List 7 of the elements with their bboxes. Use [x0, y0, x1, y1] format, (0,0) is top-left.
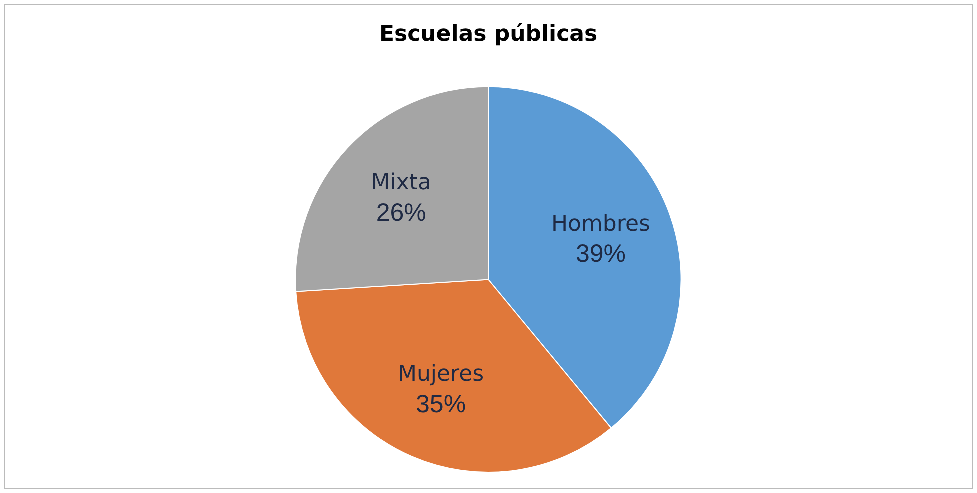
data-label: 35% — [416, 390, 466, 418]
data-label: 26% — [376, 198, 426, 227]
slice-label: Mixta — [371, 170, 432, 196]
data-label: 39% — [576, 240, 626, 268]
slice-label: Hombres — [551, 212, 650, 237]
slice-label: Mujeres — [398, 362, 484, 388]
chart-title: Escuelas públicas — [379, 22, 598, 47]
